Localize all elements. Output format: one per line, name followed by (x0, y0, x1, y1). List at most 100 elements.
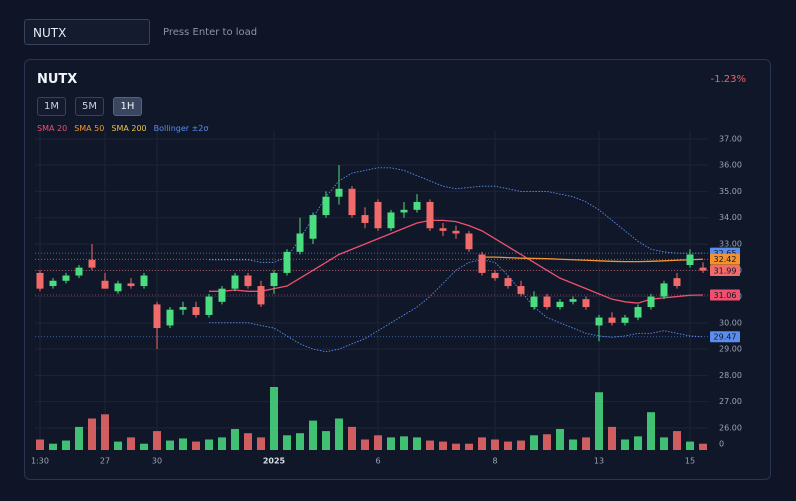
volume-bar (608, 426, 616, 450)
candle-body (62, 275, 70, 281)
candle-body (660, 283, 668, 297)
candle-body (413, 201, 421, 210)
volume-bar (699, 443, 707, 450)
candle-body (101, 280, 109, 289)
volume-bar (439, 441, 447, 450)
volume-bar (660, 437, 668, 450)
volume-bar (452, 443, 460, 450)
legend-entry: Bollinger ±2σ (153, 124, 209, 133)
y-tick-label: 35.00 (719, 187, 742, 196)
candle-body (621, 317, 629, 323)
candle-body (179, 307, 187, 310)
candle-body (348, 188, 356, 216)
price-tag (710, 265, 740, 277)
interval-button[interactable]: 1H (113, 97, 142, 116)
volume-bar (114, 441, 122, 450)
candle-body (218, 288, 226, 302)
x-tick-label: 2025 (263, 457, 286, 466)
volume-bar (374, 435, 382, 450)
volume-bar (218, 437, 226, 450)
y-tick-label: 34.00 (719, 213, 742, 222)
price-tag-label: 31.99 (714, 267, 737, 276)
symbol-title: NUTX (37, 72, 78, 87)
interval-buttons: 1M 5M 1H (37, 97, 142, 116)
volume-bar (36, 439, 44, 450)
volume-bar (465, 443, 473, 450)
volume-bar (140, 443, 148, 450)
y-tick-label: 29.00 (719, 345, 742, 354)
y-tick-label: 26.00 (719, 423, 742, 432)
y-tick-label: 30.00 (719, 318, 742, 327)
interval-button[interactable]: 1M (37, 97, 66, 116)
candle-body (634, 307, 642, 318)
candle-body (361, 215, 369, 223)
volume-bar (413, 437, 421, 450)
candle-body (192, 307, 200, 315)
candle-body (647, 296, 655, 308)
candle-body (478, 254, 486, 273)
candle-body (205, 296, 213, 315)
candle-body (387, 212, 395, 229)
candle-body (75, 267, 83, 276)
price-tag (710, 289, 740, 301)
candle-body (686, 254, 694, 266)
price-tag-label: 32.42 (714, 255, 737, 264)
volume-bar (283, 435, 291, 450)
volume-bar (478, 437, 486, 450)
candle-body (426, 201, 434, 229)
legend-entry: SMA 50 (74, 124, 105, 133)
x-tick-label: 15 (685, 457, 695, 466)
price-tag (710, 331, 740, 343)
candle-body (257, 286, 265, 305)
candle-body (270, 272, 278, 287)
volume-bar (231, 429, 239, 450)
volume-bar (517, 440, 525, 450)
candle-body (153, 304, 161, 329)
candle-body (36, 272, 44, 289)
volume-tick-label: 0 (719, 440, 724, 449)
candle-body (244, 275, 252, 287)
volume-bar (101, 414, 109, 450)
volume-bar (166, 440, 174, 450)
volume-bar (335, 418, 343, 450)
candle-body (504, 278, 512, 287)
candle-body (49, 280, 57, 287)
candle-body (543, 296, 551, 308)
volume-bar (543, 434, 551, 450)
legend-entry: SMA 200 (111, 124, 147, 133)
volume-bar (127, 437, 135, 450)
candle-body (140, 275, 148, 287)
candle-body (322, 196, 330, 216)
volume-bar (348, 426, 356, 450)
volume-bar (270, 387, 278, 450)
volume-bar (686, 441, 694, 450)
volume-bar (491, 439, 499, 450)
candle-body (595, 317, 603, 326)
legend-entry: SMA 20 (37, 124, 68, 133)
candle-body (335, 188, 343, 197)
sma-line (209, 219, 704, 304)
y-tick-label: 37.00 (719, 134, 742, 143)
y-tick-label: 33.00 (719, 239, 742, 248)
symbol-input[interactable]: NUTX (24, 19, 150, 45)
x-tick-label: 8 (492, 457, 497, 466)
candle-body (400, 209, 408, 213)
volume-bar (88, 418, 96, 450)
x-tick-label: 13 (594, 457, 604, 466)
volume-bar (595, 392, 603, 450)
volume-bar (153, 431, 161, 450)
y-tick-label: 36.00 (719, 161, 742, 170)
volume-bar (504, 441, 512, 450)
volume-bar (361, 439, 369, 450)
price-tag-label: 29.47 (714, 333, 737, 342)
volume-bar (400, 436, 408, 450)
candle-body (608, 317, 616, 323)
candle-body (114, 283, 122, 292)
volume-bar (426, 440, 434, 450)
candle-body (569, 299, 577, 302)
interval-button[interactable]: 5M (75, 97, 104, 116)
volume-bar (192, 441, 200, 450)
price-change: -1.23% (710, 74, 746, 85)
